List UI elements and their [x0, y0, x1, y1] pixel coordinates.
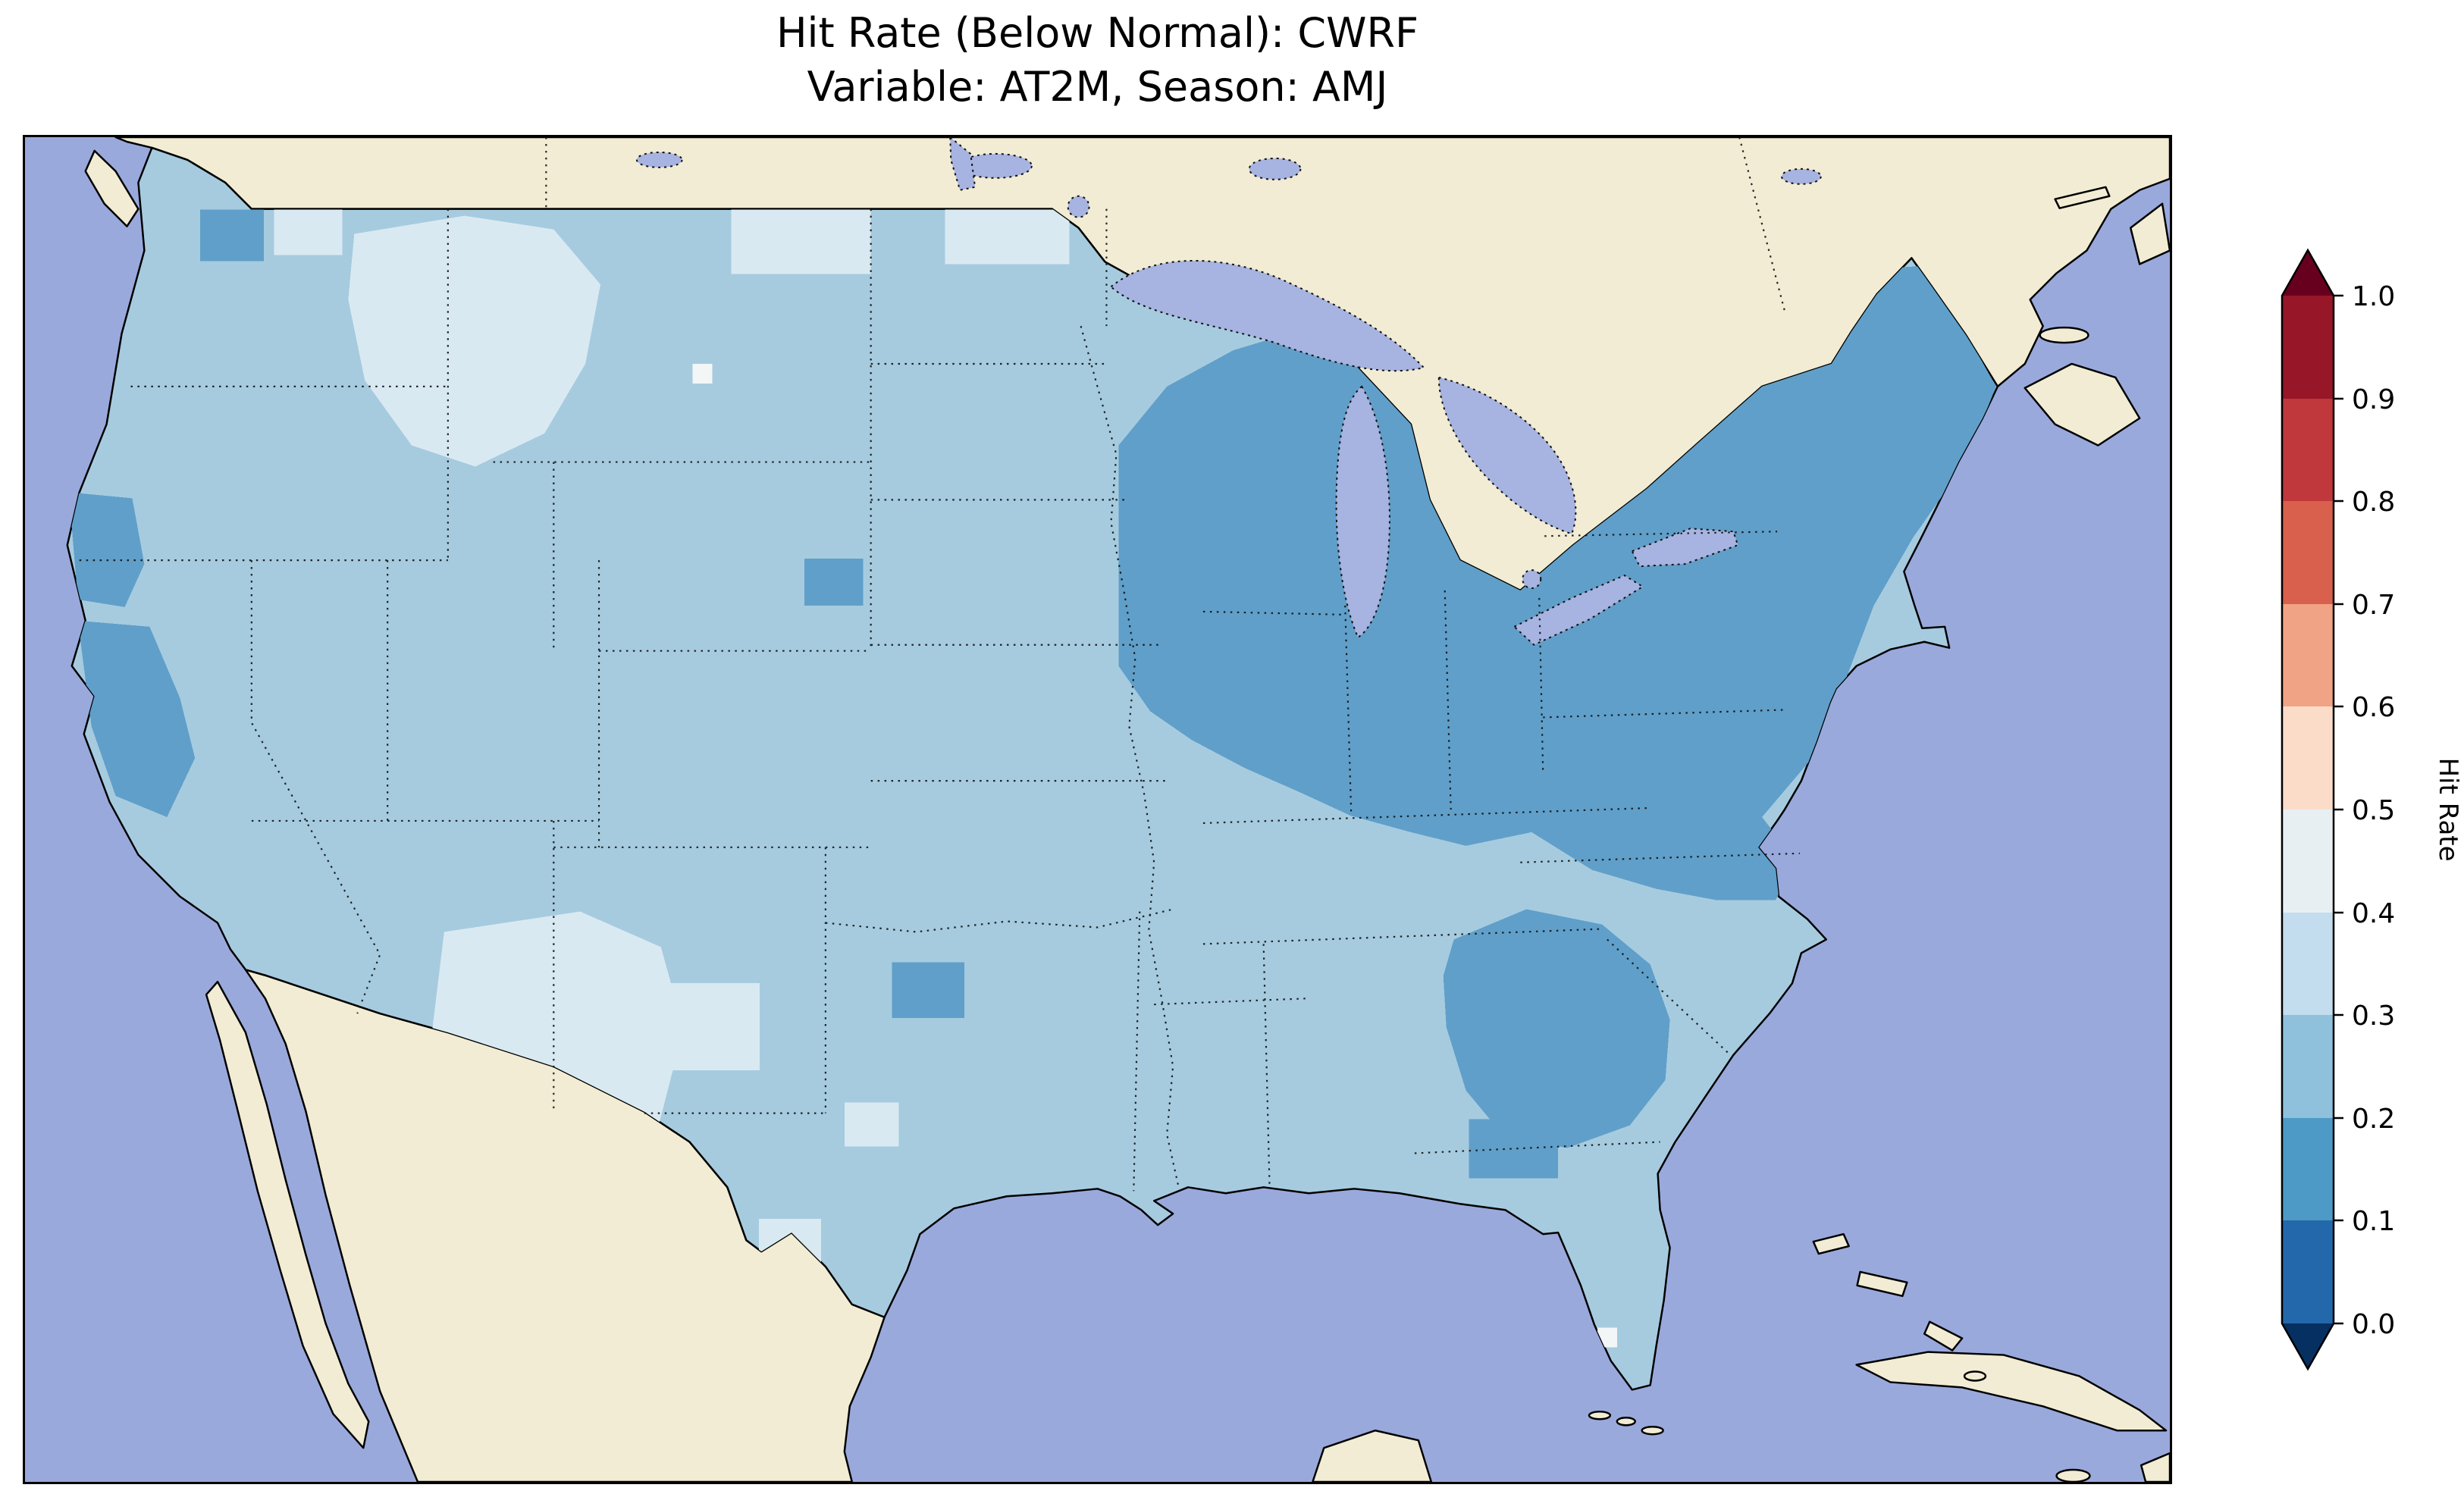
tick-label: 0.9	[2352, 384, 2395, 415]
lake-michigan	[1335, 385, 1390, 639]
colorbar-band	[2282, 501, 2334, 604]
patch-north-minnesota	[945, 209, 1070, 265]
tick-label: 0.0	[2352, 1309, 2395, 1340]
bahamas-island	[1923, 1320, 1964, 1351]
tick-label: 0.7	[2352, 590, 2395, 621]
hispaniola	[2140, 1452, 2170, 1482]
colorbar-band	[2282, 1118, 2334, 1220]
lake-st-clair	[1522, 569, 1542, 589]
patch-tallahassee	[1469, 1119, 1559, 1179]
patch-georgia	[1443, 909, 1670, 1148]
florida-keys	[1616, 1417, 1636, 1427]
colorbar-arrow-over	[2282, 250, 2334, 296]
lake-superior	[1109, 259, 1425, 372]
prince-edward-island	[2039, 326, 2089, 344]
map-axes	[23, 135, 2172, 1484]
vancouver-island	[84, 149, 140, 227]
hit-rate-patches-dark-02-03	[68, 209, 1996, 1179]
lakes	[635, 137, 1822, 646]
cuba	[1855, 1351, 2168, 1432]
newfoundland	[2129, 202, 2170, 265]
lake-of-the-woods	[1067, 195, 1090, 218]
colorbar-band	[2282, 810, 2334, 913]
patch-idaho-montana	[348, 215, 601, 467]
colorbar-ticks	[2334, 294, 2343, 1325]
patch-california-coast-north	[68, 492, 145, 607]
lake-huron	[1437, 376, 1577, 535]
land-outside-us	[84, 137, 2170, 1482]
jamaica	[2055, 1468, 2091, 1482]
patch-east-washington	[274, 209, 343, 255]
tick-label: 0.6	[2352, 692, 2395, 723]
tick-label: 0.4	[2352, 898, 2395, 929]
patch-north-dakota	[731, 209, 871, 274]
tick-label: 0.5	[2352, 795, 2395, 826]
yucatan	[1312, 1429, 1433, 1482]
colorbar-band	[2282, 399, 2334, 501]
bahamas-island	[1812, 1232, 1850, 1255]
tick-label: 0.3	[2352, 1001, 2395, 1032]
patch-texas-panhandle	[657, 983, 760, 1070]
patch-midwest-northeast	[1118, 265, 1996, 900]
anticosti-island	[2054, 186, 2111, 209]
patch-west-washington	[200, 209, 264, 262]
bahamas-island	[1963, 1370, 1987, 1382]
colorbar-band	[2282, 706, 2334, 810]
canadian-lake	[1780, 168, 1822, 185]
colorbar: 1.0 0.9 0.8 0.7 0.6 0.5 0.4 0.3 0.2 0.1 …	[2281, 248, 2463, 1371]
colorbar-band	[2282, 913, 2334, 1015]
colorbar-band	[2282, 604, 2334, 706]
lake-winnipeg-tip	[949, 137, 977, 191]
colorbar-arrow-under	[2282, 1323, 2334, 1369]
title-line-2: Variable: AT2M, Season: AMJ	[807, 63, 1388, 111]
lake-erie	[1513, 574, 1644, 646]
colorbar-band	[2282, 1015, 2334, 1118]
us-hit-rate-map	[25, 137, 2170, 1482]
nova-scotia	[2024, 362, 2141, 446]
patch-nebraska-kansas	[804, 559, 864, 606]
colorbar-band	[2282, 1220, 2334, 1323]
patch-white-cell	[692, 363, 713, 384]
florida-keys	[1641, 1426, 1664, 1436]
canadian-lake	[635, 151, 683, 168]
title-line-1: Hit Rate (Below Normal): CWRF	[776, 9, 1419, 57]
patch-california-coast-central	[77, 620, 196, 817]
lake-nipigon	[1248, 157, 1302, 180]
patch-texas-pale-cell	[844, 1102, 899, 1147]
figure-title: Hit Rate (Below Normal): CWRF Variable: …	[23, 6, 2172, 114]
florida-keys	[1588, 1411, 1612, 1420]
lake-ontario	[1631, 528, 1739, 568]
baja-california	[205, 980, 370, 1449]
tick-label: 0.1	[2352, 1206, 2395, 1237]
tick-label: 0.8	[2352, 487, 2395, 518]
tick-label: 1.0	[2352, 281, 2395, 312]
tick-label: 0.2	[2352, 1104, 2395, 1135]
patch-central-texas	[892, 962, 965, 1019]
state-borders	[79, 137, 1800, 1192]
bahamas-island	[1856, 1270, 1908, 1298]
colorbar-tick-labels: 1.0 0.9 0.8 0.7 0.6 0.5 0.4 0.3 0.2 0.1 …	[2352, 281, 2395, 1340]
colorbar-axis-label: Hit Rate	[2433, 757, 2463, 861]
colorbar-band	[2282, 296, 2334, 399]
